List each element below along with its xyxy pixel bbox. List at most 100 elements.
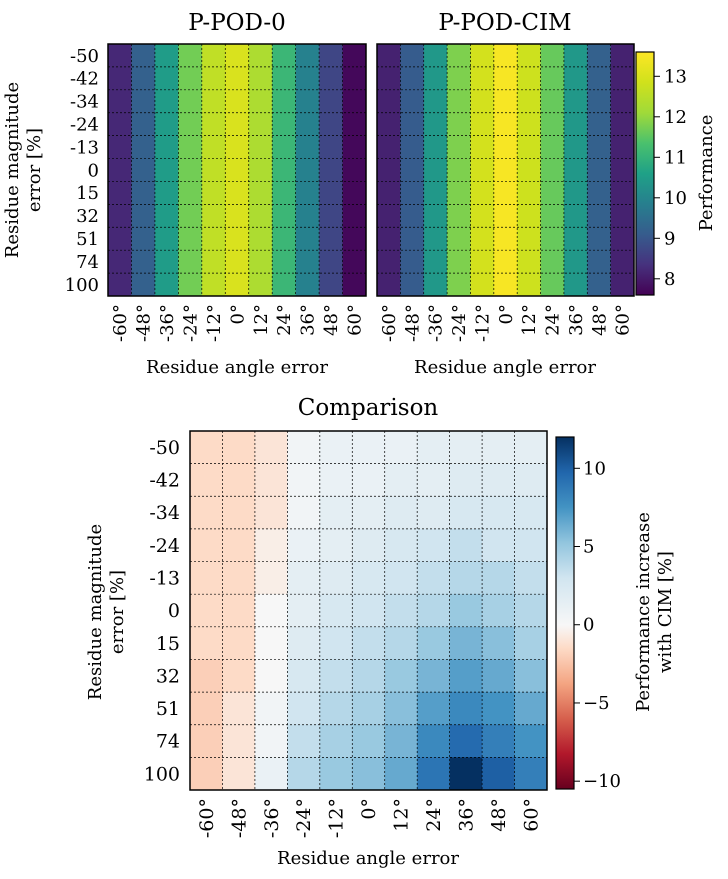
heatmap-b-cell [400, 181, 425, 205]
heatmap-b-cell [493, 250, 518, 274]
heatmap-c-cell [319, 594, 353, 628]
heatmap-a-cell [108, 273, 132, 297]
heatmap-b-cell [493, 66, 518, 91]
heatmap-c-cell [222, 757, 256, 791]
heatmap-b-cell [470, 44, 495, 68]
heatmap-c-cell [482, 724, 515, 758]
heatmap-c-cell [190, 626, 223, 660]
heatmap-c-cell [190, 659, 223, 693]
y-tick-label: 15 [156, 633, 180, 655]
heatmap-b-cell [400, 135, 425, 159]
heatmap-a-cell [319, 250, 343, 274]
heatmap-b-cell [423, 135, 448, 159]
heatmap-b-cell [563, 204, 588, 228]
x-tick-label: -36° [157, 304, 178, 342]
heatmap-b-cell [587, 273, 612, 297]
heatmap-a-cell [342, 204, 367, 228]
heatmap-b-cell [517, 227, 541, 251]
heatmap-a-cell [154, 44, 179, 68]
heatmap-c-cell [482, 594, 515, 628]
heatmap-cells-p-pod-cim [377, 44, 635, 297]
heatmap-a-cell [248, 273, 273, 297]
heatmap-c-cell [319, 757, 353, 791]
heatmap-c-cell [254, 626, 288, 660]
heatmap-b-cell [423, 44, 448, 68]
heatmap-c-cell [222, 594, 256, 628]
heatmap-c-cell [319, 496, 353, 530]
colorbar-comparison-tick-label: 0 [583, 615, 594, 636]
y-tick-label: -50 [70, 46, 99, 67]
heatmap-b-cell [400, 158, 425, 182]
heatmap-a-cell [295, 227, 320, 251]
heatmap-c-cell [514, 724, 548, 758]
heatmap-a-cell [108, 181, 132, 205]
heatmap-b-cell [470, 273, 495, 297]
heatmap-c-cell [254, 528, 288, 562]
heatmap-b-cell [587, 250, 612, 274]
heatmap-b-cell [610, 181, 635, 205]
heatmap-c-cell [319, 463, 353, 497]
heatmap-a-cell [108, 135, 132, 159]
heatmap-a-cell [319, 227, 343, 251]
heatmap-b-cell [493, 227, 518, 251]
colorbar-comparison-gradient [555, 436, 575, 790]
heatmap-b-cell [540, 181, 565, 205]
heatmap-c-cell [287, 659, 321, 693]
heatmap-a-cell [319, 273, 343, 297]
heatmap-c-cell [514, 528, 548, 562]
heatmap-c-cell [417, 431, 451, 465]
heatmap-a-cell [319, 204, 343, 228]
heatmap-a-cell [178, 44, 203, 68]
heatmap-b-cell [447, 181, 471, 205]
heatmap-b-cell [610, 135, 635, 159]
heatmap-c-cell [384, 528, 418, 562]
colorbar-comparison-tick-label: −5 [583, 693, 610, 714]
heatmap-b-cell [610, 112, 635, 137]
heatmap-b-cell [610, 158, 635, 182]
y-tick-label: -24 [70, 114, 99, 135]
heatmap-b-cell [423, 227, 448, 251]
colorbar-comparison-ticks: −10 −5 0 5 10 [574, 458, 621, 792]
heatmap-a-cell [248, 181, 273, 205]
heatmap-c-cell [417, 692, 451, 726]
heatmap-b-cell [470, 158, 495, 182]
heatmap-b-cell [493, 204, 518, 228]
heatmap-a-cell [201, 181, 226, 205]
heatmap-a-cell [295, 112, 320, 137]
heatmap-b-cell [470, 135, 495, 159]
heatmap-b-cell [400, 227, 425, 251]
x-tick-label: -48° [402, 304, 423, 342]
heatmap-a-cell [178, 158, 203, 182]
heatmap-b-cell [517, 89, 541, 114]
heatmap-b-cell [400, 112, 425, 137]
heatmap-a-cell [225, 89, 250, 114]
heatmap-c-cell [449, 463, 483, 497]
heatmap-c-cell [482, 692, 515, 726]
heatmap-a-cell [225, 250, 250, 274]
heatmap-c-cell [482, 561, 515, 595]
heatmap-b-cell [540, 204, 565, 228]
x-tick-label: 48° [488, 798, 510, 832]
heatmap-a-cell [272, 66, 297, 91]
heatmap-b-cell [493, 44, 518, 68]
heatmap-c-cell [449, 431, 483, 465]
y-tick-label: 74 [76, 252, 99, 273]
heatmap-a-cell [319, 135, 343, 159]
colorbar-performance-tick-label: 13 [664, 66, 687, 87]
y-tick-label: 100 [65, 275, 99, 296]
heatmap-c-cell [417, 496, 451, 530]
colorbar-performance-tick-label: 12 [664, 107, 687, 128]
x-tick-label: 0° [496, 304, 517, 324]
heatmap-c-cell [190, 594, 223, 628]
x-tick-label: -36° [261, 798, 283, 838]
heatmap-c-cell [190, 463, 223, 497]
heatmap-b-cell [540, 89, 565, 114]
heatmap-c-cell [222, 463, 256, 497]
heatmap-c-cell [449, 724, 483, 758]
y-tick-label: 0 [168, 600, 180, 622]
heatmap-b-cell [610, 250, 635, 274]
heatmap-a-cell [342, 250, 367, 274]
